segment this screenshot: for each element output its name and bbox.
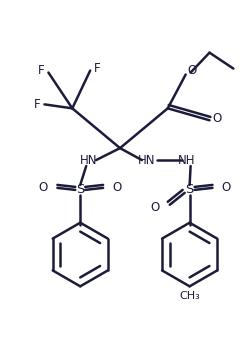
Text: O: O bbox=[112, 181, 122, 194]
Text: O: O bbox=[150, 201, 160, 214]
Text: CH₃: CH₃ bbox=[179, 291, 200, 301]
Text: F: F bbox=[94, 62, 101, 75]
Text: O: O bbox=[222, 181, 231, 194]
Text: F: F bbox=[34, 98, 41, 111]
Text: HN: HN bbox=[80, 154, 97, 166]
Text: S: S bbox=[185, 183, 194, 196]
Text: S: S bbox=[76, 183, 84, 196]
Text: O: O bbox=[187, 64, 196, 77]
Text: F: F bbox=[38, 64, 45, 77]
Text: HN: HN bbox=[138, 154, 156, 166]
Text: O: O bbox=[213, 112, 222, 125]
Text: O: O bbox=[39, 181, 48, 194]
Text: NH: NH bbox=[178, 154, 195, 166]
